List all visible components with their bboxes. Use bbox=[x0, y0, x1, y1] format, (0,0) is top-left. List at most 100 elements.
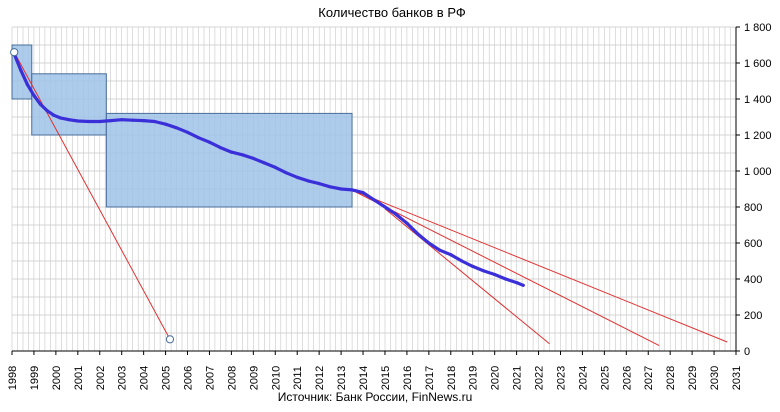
data-point bbox=[240, 153, 244, 157]
x-tick-label: 2018 bbox=[446, 366, 458, 390]
data-point bbox=[196, 136, 201, 140]
data-point bbox=[98, 119, 102, 124]
data-point bbox=[482, 269, 486, 273]
data-point bbox=[32, 93, 36, 97]
y-tick-label: 800 bbox=[744, 202, 762, 214]
data-point bbox=[317, 182, 321, 186]
data-point bbox=[251, 156, 255, 160]
chart-title: Количество банков в РФ bbox=[318, 5, 466, 20]
endpoint-marker bbox=[10, 48, 19, 57]
x-tick-label: 1999 bbox=[29, 366, 41, 390]
x-tick-label: 2000 bbox=[51, 366, 63, 390]
trend-line bbox=[349, 188, 728, 343]
data-point bbox=[273, 165, 277, 169]
data-point bbox=[131, 118, 135, 122]
data-point bbox=[76, 119, 80, 123]
x-tick-label: 2012 bbox=[314, 366, 326, 390]
data-point bbox=[521, 283, 525, 287]
x-tick-label: 2024 bbox=[577, 366, 589, 390]
x-tick-label: 2005 bbox=[161, 366, 173, 390]
highlight-region bbox=[105, 112, 353, 208]
trend-line bbox=[349, 188, 660, 347]
x-tick-label: 2030 bbox=[709, 366, 721, 390]
data-point bbox=[262, 161, 266, 165]
data-point bbox=[58, 116, 62, 120]
y-tick-label: 400 bbox=[744, 274, 762, 286]
x-tick-label: 2017 bbox=[424, 366, 436, 390]
y-tick-label: 1 200 bbox=[744, 130, 772, 142]
x-tick-label: 2025 bbox=[599, 366, 611, 390]
trend-line bbox=[13, 51, 171, 340]
data-point bbox=[449, 253, 453, 257]
data-point bbox=[45, 109, 49, 113]
highlight-region bbox=[31, 73, 107, 136]
chart-source: Источник: Банк России, FinNews.ru bbox=[278, 390, 473, 404]
data-point bbox=[207, 140, 212, 144]
data-point bbox=[427, 241, 431, 245]
data-point bbox=[153, 119, 157, 124]
x-tick-label: 2014 bbox=[358, 366, 370, 390]
y-tick-label: 600 bbox=[744, 238, 762, 250]
x-tick-label: 2019 bbox=[468, 366, 480, 390]
data-point bbox=[460, 259, 464, 263]
data-point bbox=[19, 68, 23, 72]
data-point bbox=[438, 248, 442, 252]
y-tick-label: 1 000 bbox=[744, 166, 772, 178]
data-point bbox=[306, 179, 310, 183]
x-tick-label: 2008 bbox=[226, 366, 238, 390]
data-point bbox=[416, 232, 420, 236]
x-tick-label: 2004 bbox=[139, 366, 151, 390]
x-tick-label: 2031 bbox=[731, 366, 743, 390]
x-tick-label: 2001 bbox=[73, 366, 85, 390]
data-series bbox=[12, 52, 525, 287]
y-tick-label: 1 400 bbox=[744, 94, 772, 106]
x-tick-label: 2022 bbox=[534, 366, 546, 390]
data-point bbox=[383, 205, 387, 209]
data-point bbox=[163, 122, 168, 126]
data-point bbox=[284, 171, 288, 175]
y-tick-label: 0 bbox=[744, 346, 750, 358]
data-point bbox=[515, 281, 519, 285]
x-tick-label: 2023 bbox=[555, 366, 567, 390]
data-point bbox=[185, 130, 190, 134]
data-point bbox=[295, 175, 299, 179]
x-tick-label: 2021 bbox=[512, 366, 524, 390]
y-tick-label: 1 600 bbox=[744, 58, 772, 70]
x-tick-label: 2007 bbox=[204, 366, 216, 390]
data-point bbox=[471, 264, 475, 268]
data-point bbox=[38, 102, 43, 106]
x-tick-label: 2009 bbox=[248, 366, 260, 390]
data-point bbox=[493, 272, 497, 277]
data-point bbox=[229, 150, 233, 154]
x-tick-label: 2013 bbox=[336, 366, 348, 390]
data-point bbox=[25, 83, 29, 87]
y-tick-label: 200 bbox=[744, 310, 762, 322]
y-tick-labels: 0 200 400 600 800 1 000 1 200 1 400 1 600 1 800 bbox=[744, 22, 772, 358]
data-point bbox=[67, 118, 71, 122]
trend-lines bbox=[13, 51, 728, 347]
axes bbox=[11, 26, 740, 355]
x-tick-label: 1998 bbox=[7, 366, 19, 390]
x-tick-label: 2003 bbox=[117, 366, 129, 390]
highlight-regions bbox=[11, 44, 353, 208]
data-point bbox=[339, 187, 343, 191]
data-point bbox=[120, 118, 124, 122]
x-tick-label: 2016 bbox=[402, 366, 414, 390]
x-tick-label: 2015 bbox=[380, 366, 392, 390]
x-tick-label: 2011 bbox=[292, 366, 304, 390]
x-tick-label: 2029 bbox=[687, 366, 699, 390]
data-point bbox=[87, 119, 91, 124]
data-point bbox=[328, 185, 332, 189]
x-tick-label: 2020 bbox=[490, 366, 502, 390]
x-tick-label: 2002 bbox=[95, 366, 107, 390]
x-tick-label: 2027 bbox=[643, 366, 655, 390]
x-tick-label: 2026 bbox=[621, 366, 633, 390]
data-point bbox=[52, 113, 56, 117]
data-point bbox=[405, 221, 409, 225]
x-tick-label: 2006 bbox=[183, 366, 195, 390]
x-tick-labels: 1998 1999 2000 2001 2002 2003 2004 2005 2006 2007… bbox=[7, 366, 743, 390]
endpoint-marker bbox=[165, 335, 175, 344]
y-tick-label: 1 800 bbox=[744, 22, 772, 34]
